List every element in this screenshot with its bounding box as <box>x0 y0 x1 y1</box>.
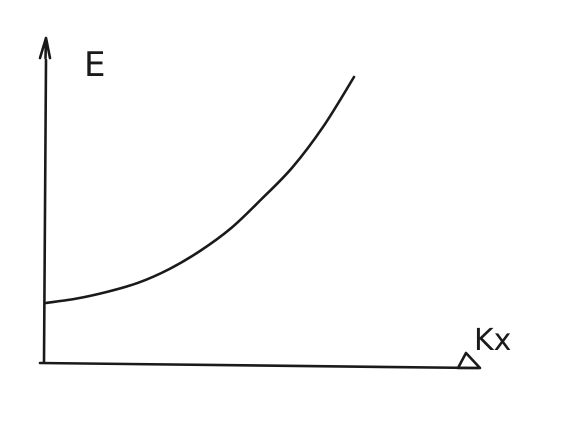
x-axis-label: Kx <box>474 323 511 358</box>
x-axis-line <box>40 363 478 368</box>
y-axis-arrow-icon <box>40 38 50 58</box>
y-axis <box>40 38 50 362</box>
x-axis <box>40 353 480 368</box>
y-axis-label: E <box>84 45 105 85</box>
y-axis-line <box>44 60 46 362</box>
series-line <box>46 77 354 303</box>
